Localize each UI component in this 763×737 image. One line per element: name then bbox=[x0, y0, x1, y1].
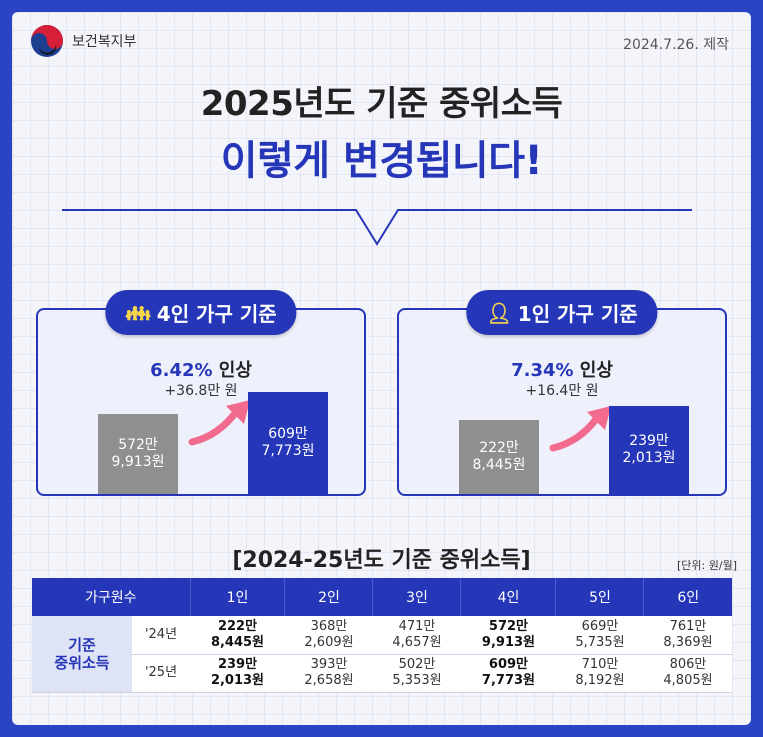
table-unit: [단위: 원/월] bbox=[677, 559, 737, 572]
increase-arrow-icon bbox=[549, 406, 611, 452]
taegeuk-logo-icon bbox=[31, 25, 63, 57]
infographic-card: 보건복지부 2024.7.26. 제작 2025년도 기준 중위소득 이렇게 변… bbox=[12, 12, 751, 725]
four-person-2025-bar: 609만 7,773원 bbox=[248, 392, 328, 494]
four-person-label: 4인 가구 기준 bbox=[156, 302, 277, 326]
increase-arrow-icon bbox=[188, 400, 250, 446]
year-2025: '25년 bbox=[132, 654, 190, 693]
one-person-rate-value: 7.34% bbox=[511, 360, 574, 381]
one-person-label: 1인 가구 기준 bbox=[517, 302, 638, 326]
ministry-logo: 보건복지부 bbox=[30, 24, 136, 58]
one-person-panel: 👤︎ 1인 가구 기준 7.34% 인상 +16.4만 원 222만 8,445… bbox=[397, 290, 727, 496]
table-row-2024: 기준 중위소득 '24년 222만 8,445원 368만 2,609원 471만 4… bbox=[32, 616, 732, 693]
four-person-delta: +36.8만 원 bbox=[164, 383, 238, 399]
one-person-rate: 7.34% 인상 bbox=[399, 356, 725, 382]
cell-2025-1: 239만 2,013원 bbox=[190, 654, 285, 693]
header-1-person: 1인 bbox=[189, 578, 285, 616]
one-person-2025-bar: 239만 2,013원 bbox=[609, 406, 689, 494]
four-person-2025-line2: 7,773원 bbox=[261, 443, 315, 459]
four-person-2024-bar: 572만 9,913원 bbox=[98, 414, 178, 494]
four-person-2025-line1: 609만 bbox=[268, 425, 308, 442]
four-person-rate-suffix: 인상 bbox=[212, 360, 252, 381]
page-title: 2025년도 기준 중위소득 bbox=[200, 84, 563, 124]
one-person-delta: +16.4만 원 bbox=[525, 383, 599, 399]
cell-2025-4: 609만 7,773원 bbox=[460, 654, 556, 693]
four-person-2024-line1: 572만 bbox=[118, 436, 158, 453]
person-icon: 👤︎ bbox=[486, 300, 511, 325]
row-label: 기준 중위소득 bbox=[32, 616, 132, 693]
four-person-2024-line2: 9,913원 bbox=[111, 454, 165, 470]
cell-2024-6: 761만 8,369원 bbox=[643, 616, 732, 655]
four-person-rate: 6.42% 인상 bbox=[38, 356, 364, 382]
one-person-2025-line2: 2,013원 bbox=[622, 450, 676, 466]
table-title: [2024-25년도 기준 중위소득] bbox=[232, 548, 531, 573]
one-person-2024-bar: 222만 8,445원 bbox=[459, 420, 539, 494]
row-label-line2: 중위소득 bbox=[54, 653, 110, 672]
chevron-divider bbox=[62, 209, 692, 246]
one-person-badge: 👤︎ 1인 가구 기준 bbox=[466, 290, 658, 335]
creation-date: 2024.7.26. 제작 bbox=[623, 37, 729, 53]
cell-2024-3: 471만 4,657원 bbox=[372, 616, 461, 655]
table-row-2025: '25년 239만 2,013원 393만 2,658원 502만 5,353원 60… bbox=[32, 654, 732, 693]
cell-2025-5: 710만 8,192원 bbox=[555, 654, 644, 693]
header-4-person: 4인 bbox=[460, 578, 556, 616]
page-subtitle: 이렇게 변경됩니다! bbox=[220, 138, 543, 184]
table-header-row: 가구원수 1인 2인 3인 4인 5인 6인 bbox=[32, 578, 732, 616]
one-person-2024-line2: 8,445원 bbox=[472, 457, 526, 473]
cell-2024-1: 222만 8,445원 bbox=[190, 616, 285, 655]
median-income-table: 가구원수 1인 2인 3인 4인 5인 6인 기준 중위소득 '24년 222만… bbox=[32, 578, 732, 693]
header-6-person: 6인 bbox=[643, 578, 732, 616]
four-person-rate-value: 6.42% bbox=[150, 360, 213, 381]
header: 보건복지부 2024.7.26. 제작 bbox=[30, 24, 729, 64]
four-person-badge: 👪︎ 4인 가구 기준 bbox=[105, 290, 297, 335]
header-2-person: 2인 bbox=[284, 578, 373, 616]
header-household-size: 가구원수 bbox=[32, 578, 190, 616]
cell-2024-4: 572만 9,913원 bbox=[460, 616, 556, 655]
row-label-line1: 기준 bbox=[68, 635, 96, 654]
one-person-2025-line1: 239만 bbox=[629, 432, 669, 449]
year-2024: '24년 bbox=[132, 616, 190, 655]
cell-2025-3: 502만 5,353원 bbox=[372, 654, 461, 693]
cell-2025-6: 806만 4,805원 bbox=[643, 654, 732, 693]
one-person-rate-suffix: 인상 bbox=[573, 360, 613, 381]
cell-2025-2: 393만 2,658원 bbox=[284, 654, 373, 693]
four-person-panel: 👪︎ 4인 가구 기준 6.42% 인상 +36.8만 원 572만 9,913… bbox=[36, 290, 366, 496]
one-person-2024-line1: 222만 bbox=[479, 439, 519, 456]
cell-2024-2: 368만 2,609원 bbox=[284, 616, 373, 655]
header-3-person: 3인 bbox=[372, 578, 461, 616]
header-5-person: 5인 bbox=[555, 578, 644, 616]
org-name: 보건복지부 bbox=[72, 34, 137, 50]
cell-2024-5: 669만 5,735원 bbox=[555, 616, 644, 655]
family-icon: 👪︎ bbox=[125, 300, 150, 325]
